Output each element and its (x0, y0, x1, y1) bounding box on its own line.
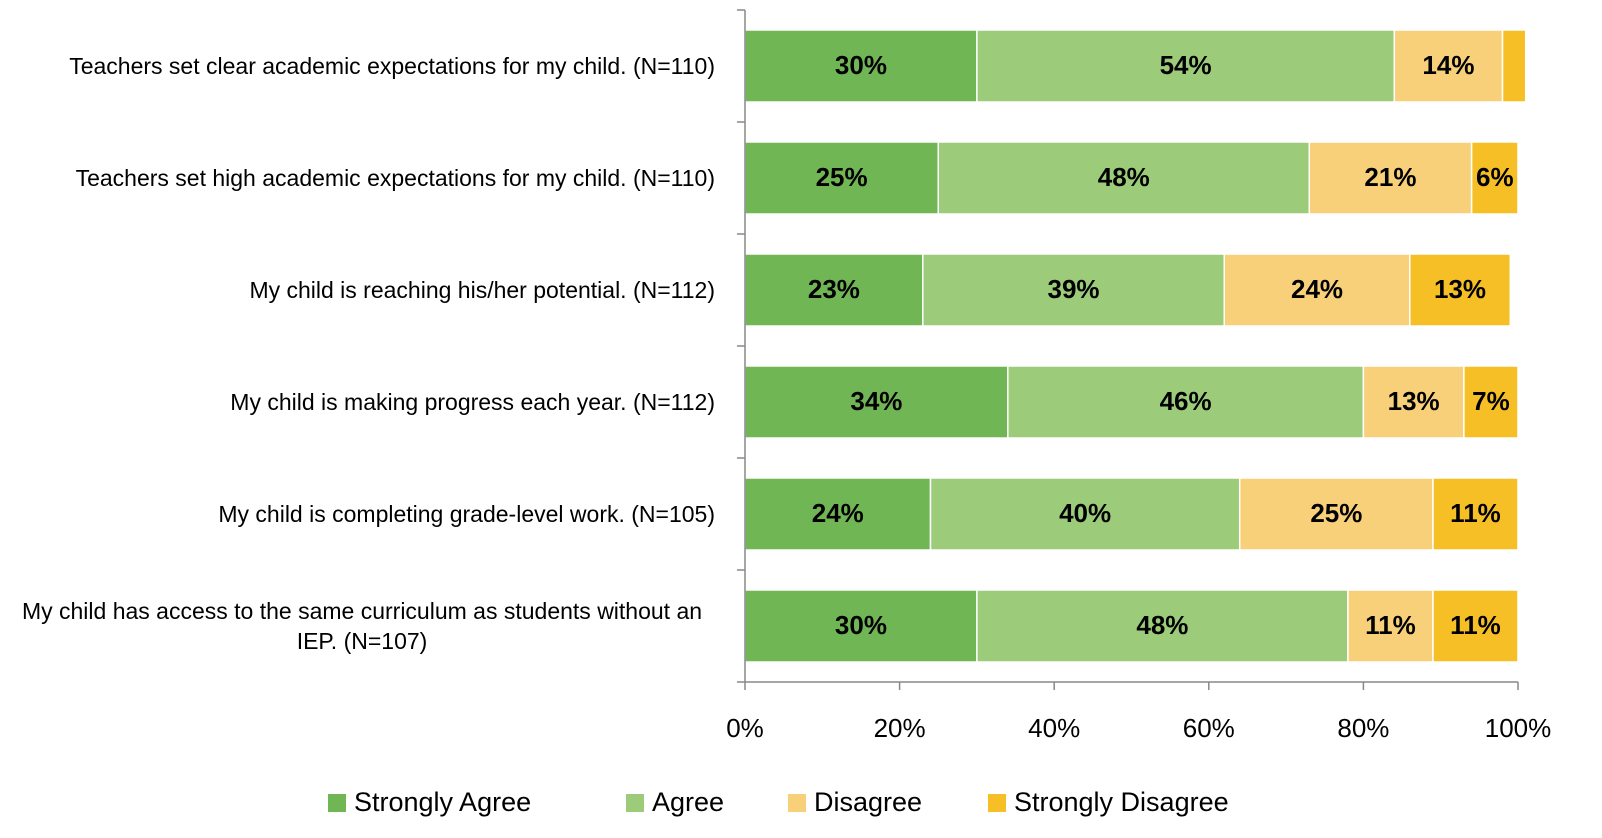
bar-segment (1238, 477, 1434, 551)
legend-label: Strongly Disagree (1014, 787, 1229, 817)
data-label: 11% (1365, 610, 1416, 640)
bar-segment (937, 141, 1311, 215)
category-label: My child is making progress each year. (… (230, 389, 715, 415)
bar-segment (1362, 365, 1465, 439)
data-label: 6% (1476, 162, 1514, 192)
data-label: 24% (1291, 274, 1343, 304)
data-label: 11% (1450, 498, 1501, 528)
legend-label: Strongly Agree (354, 787, 531, 817)
category-label-box: My child is making progress each year. (… (5, 346, 715, 458)
category-label: Teachers set high academic expectations … (75, 165, 715, 191)
bar-segment (1347, 589, 1434, 663)
bar-segment (1308, 141, 1473, 215)
data-label: 13% (1388, 386, 1440, 416)
bar-segment (744, 253, 924, 327)
data-label: 30% (835, 610, 887, 640)
bar-segment (929, 477, 1241, 551)
legend-swatch (328, 794, 346, 812)
x-tick-label: 0% (726, 713, 764, 743)
x-tick-label: 40% (1028, 713, 1080, 743)
bar-segment (744, 477, 932, 551)
category-label-box: Teachers set high academic expectations … (5, 122, 715, 234)
category-label-box: My child is reaching his/her potential. … (5, 234, 715, 346)
category-label: My child has access to the same curricul… (21, 598, 703, 654)
data-label: 7% (1472, 386, 1510, 416)
x-tick-label: 80% (1337, 713, 1389, 743)
bar-segment (744, 29, 978, 103)
bar-segment (1432, 477, 1519, 551)
bar-segment (922, 253, 1226, 327)
data-label: 24% (812, 498, 864, 528)
x-tick-label: 100% (1485, 713, 1552, 743)
bar-segment (744, 365, 1009, 439)
bar-segment (976, 589, 1349, 663)
bar-segment (744, 141, 939, 215)
category-label: Teachers set clear academic expectations… (69, 53, 715, 79)
data-label: 25% (816, 162, 868, 192)
data-label: 39% (1048, 274, 1100, 304)
data-label: 48% (1136, 610, 1188, 640)
x-tick-label: 20% (874, 713, 926, 743)
category-label-box: My child has access to the same curricul… (5, 570, 715, 682)
category-label: My child is completing grade-level work.… (218, 501, 715, 527)
legend-label: Disagree (814, 787, 922, 817)
legend-swatch (988, 794, 1006, 812)
data-label: 34% (850, 386, 902, 416)
bar-segment (1501, 29, 1527, 103)
bar-segment (1463, 365, 1519, 439)
bar-segment (1007, 365, 1365, 439)
category-label-box: Teachers set clear academic expectations… (5, 10, 715, 122)
data-label: 48% (1098, 162, 1150, 192)
category-label: My child is reaching his/her potential. … (249, 277, 715, 303)
data-label: 46% (1160, 386, 1212, 416)
bar-segment (1432, 589, 1519, 663)
data-label: 23% (808, 274, 860, 304)
data-label: 54% (1160, 50, 1212, 80)
data-label: 14% (1422, 50, 1474, 80)
data-label: 40% (1059, 498, 1111, 528)
bar-segment (1409, 253, 1512, 327)
data-label: 21% (1364, 162, 1416, 192)
data-label: 11% (1450, 610, 1501, 640)
data-label: 25% (1310, 498, 1362, 528)
x-tick-label: 60% (1183, 713, 1235, 743)
bar-segment (976, 29, 1396, 103)
legend-label: Agree (652, 787, 724, 817)
bar-segment (744, 589, 978, 663)
legend-swatch (788, 794, 806, 812)
data-label: 13% (1434, 274, 1486, 304)
bar-segment (1470, 141, 1519, 215)
legend-swatch (626, 794, 644, 812)
category-label-box: My child is completing grade-level work.… (5, 458, 715, 570)
data-label: 30% (835, 50, 887, 80)
